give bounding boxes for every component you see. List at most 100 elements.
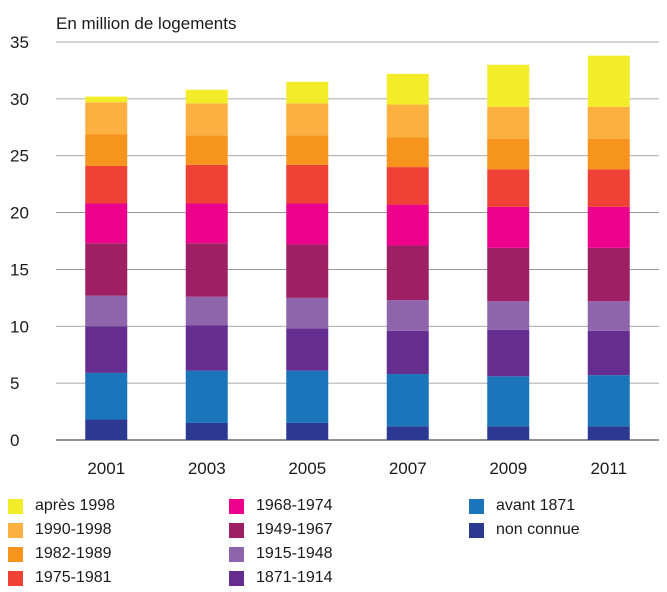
legend-item: 1871-1914	[229, 567, 333, 589]
legend-item: 1982-1989	[8, 543, 112, 565]
bar-segment	[85, 372, 128, 420]
legend-label: 1975-1981	[35, 569, 112, 586]
bar-segment	[286, 81, 329, 104]
bar-segment	[85, 295, 128, 327]
legend-item: avant 1871	[469, 495, 575, 517]
bar-segment	[587, 301, 630, 331]
bar-segment	[85, 102, 128, 135]
y-tick-label: 5	[10, 374, 19, 393]
legend-swatch	[469, 498, 484, 514]
bar-segment	[487, 426, 530, 440]
bar-segment	[85, 419, 128, 440]
unit-label: En million de logements	[56, 14, 237, 33]
bar-segment	[487, 301, 530, 330]
bar-segment	[85, 96, 128, 103]
legend-item: non connue	[469, 519, 580, 541]
legend-item: 1949-1967	[229, 519, 333, 541]
bar-segment	[185, 164, 228, 204]
bar-segment	[386, 167, 429, 205]
bar-segment	[185, 103, 228, 136]
x-tick-label: 2003	[188, 459, 226, 478]
legend-item: 1915-1948	[229, 543, 333, 565]
y-axis-ticks: 0 5 10 15 20 25 30 35	[10, 33, 29, 450]
x-tick-label: 2009	[489, 459, 527, 478]
legend-swatch	[8, 570, 23, 586]
bar-segment	[286, 422, 329, 440]
bar-segment	[286, 370, 329, 423]
y-tick-label: 0	[10, 431, 19, 450]
x-tick-label: 2005	[288, 459, 326, 478]
bar-segment	[587, 375, 630, 427]
x-tick-label: 2011	[590, 459, 627, 478]
bar-segment	[587, 330, 630, 376]
bar-segment	[587, 106, 630, 139]
bar-segment	[85, 165, 128, 204]
legend-swatch	[8, 498, 23, 514]
legend-label: après 1998	[35, 497, 116, 514]
y-tick-label: 35	[10, 33, 29, 52]
bar-segment	[587, 169, 630, 207]
y-tick-label: 25	[10, 147, 29, 166]
bar-segment	[487, 206, 530, 248]
y-tick-label: 15	[10, 260, 29, 279]
legend: après 1998 1990-1998 1982-1989 1975-1981 196…	[8, 495, 658, 591]
bar-segment	[487, 106, 530, 139]
legend-item: 1975-1981	[8, 567, 112, 589]
legend-label: non connue	[496, 521, 580, 538]
legend-swatch	[229, 522, 244, 538]
bar-segment	[386, 330, 429, 375]
legend-label: 1990-1998	[35, 521, 112, 538]
bar-segment	[487, 376, 530, 427]
bar-segment	[85, 243, 128, 296]
bar-segment	[587, 206, 630, 248]
legend-label: avant 1871	[496, 497, 576, 514]
bar-segment	[386, 374, 429, 427]
legend-label: 1915-1948	[256, 545, 333, 562]
legend-item: après 1998	[8, 495, 115, 517]
bar-segment	[286, 203, 329, 245]
x-tick-label: 2001	[87, 459, 125, 478]
bar-segment	[386, 245, 429, 301]
gridlines	[56, 41, 659, 441]
legend-label: 1949-1967	[256, 521, 333, 538]
bar-segment	[85, 326, 128, 373]
bar-segment	[587, 138, 630, 170]
bar-segment	[286, 244, 329, 298]
bar-segment	[386, 300, 429, 331]
legend-swatch	[8, 522, 23, 538]
bar-segment	[386, 204, 429, 246]
bar-segment	[286, 135, 329, 165]
bar-segment	[587, 426, 630, 440]
legend-swatch	[229, 498, 244, 514]
bar-segment	[185, 243, 228, 297]
bar-segment	[185, 203, 228, 244]
bar-segment	[85, 134, 128, 166]
x-tick-label: 2007	[389, 459, 427, 478]
bar-segment	[185, 135, 228, 165]
bars	[85, 55, 630, 440]
legend-swatch	[8, 546, 23, 562]
bar-segment	[185, 422, 228, 440]
bar-segment	[286, 103, 329, 136]
bar-segment	[386, 104, 429, 138]
legend-label: 1982-1989	[35, 545, 112, 562]
legend-swatch	[229, 546, 244, 562]
legend-swatch	[469, 522, 484, 538]
bar-segment	[286, 164, 329, 204]
bar-segment	[286, 328, 329, 371]
legend-label: 1871-1914	[256, 569, 333, 586]
y-tick-label: 20	[10, 204, 29, 223]
bar-segment	[185, 89, 228, 104]
y-tick-label: 10	[10, 317, 29, 336]
bar-segment	[185, 296, 228, 326]
bar-segment	[487, 329, 530, 377]
bar-segment	[587, 55, 630, 107]
legend-item: 1990-1998	[8, 519, 112, 541]
bar-segment	[487, 64, 530, 107]
legend-swatch	[229, 570, 244, 586]
bar-segment	[487, 138, 530, 170]
legend-item: 1968-1974	[229, 495, 333, 517]
bar-segment	[386, 73, 429, 105]
bar-segment	[185, 370, 228, 423]
bar-segment	[386, 137, 429, 168]
